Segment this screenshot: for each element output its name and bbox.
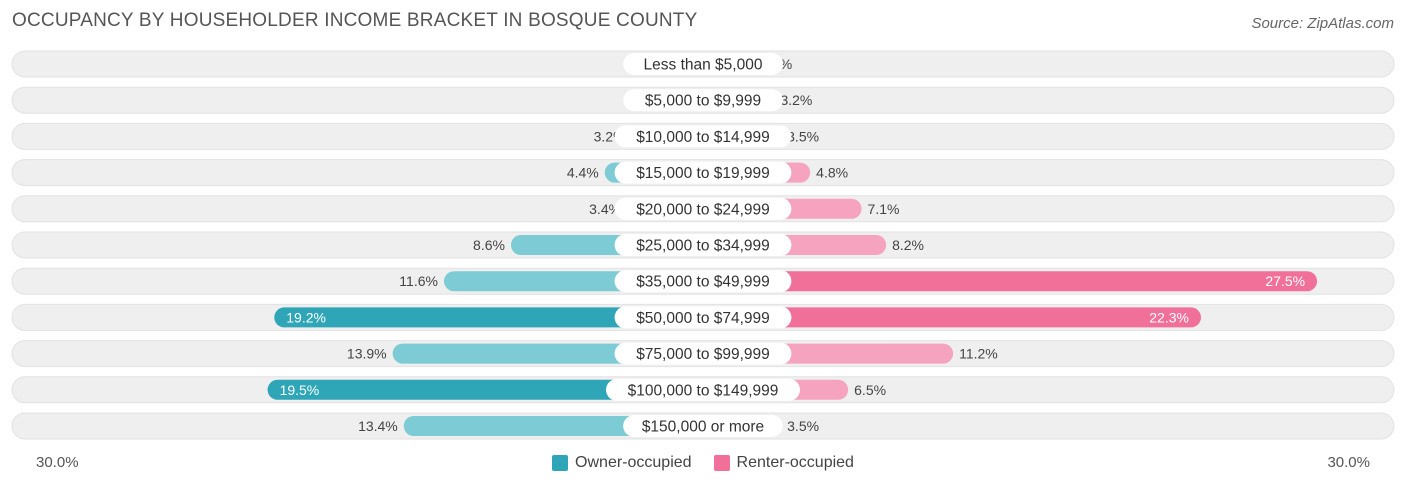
legend-item-owner: Owner-occupied [552,454,692,472]
category-label-bg [614,161,792,184]
owner-value-label: 3.4% [589,201,621,217]
renter-value-label: 3.5% [787,128,819,144]
renter-value-label: 3.2% [780,92,812,108]
category-label-bg [614,234,792,256]
renter-bar [703,307,1201,328]
category-label: $150,000 or more [642,419,764,436]
category-label-bg [614,306,792,329]
category-label: $75,000 to $99,999 [636,346,770,363]
category-label: $35,000 to $49,999 [636,274,770,291]
category-label: Less than $5,000 [644,57,763,74]
category-label-bg [623,89,783,112]
legend: Owner-occupied Renter-occupied [0,452,1406,474]
owner-value-label: 13.4% [358,418,398,434]
renter-bar [703,271,1318,292]
legend-swatch-owner [552,455,569,471]
legend-item-renter: Renter-occupied [713,454,854,472]
category-label-bg [606,378,800,401]
category-label: $20,000 to $24,999 [636,201,770,218]
category-label-bg [623,415,783,437]
category-label: $25,000 to $34,999 [636,238,770,255]
category-label: $15,000 to $19,999 [636,165,770,182]
legend-swatch-renter [713,455,730,471]
owner-value-label: 13.9% [347,346,387,362]
diverging-bar-chart: 1.6%2.3%Less than $5,0001.3%3.2%$5,000 t… [11,50,1395,440]
owner-value-label: 19.5% [280,382,320,398]
owner-value-label: 19.2% [286,309,326,325]
owner-value-label: 8.6% [473,237,505,253]
renter-value-label: 27.5% [1265,273,1305,289]
owner-bar [274,307,703,328]
renter-value-label: 3.5% [787,418,819,434]
owner-value-label: 4.4% [567,165,599,181]
category-label-bg [614,342,792,365]
axis-left-label: 30.0% [36,454,79,471]
chart-title: OCCUPANCY BY HOUSEHOLDER INCOME BRACKET … [12,10,698,31]
legend-label-owner: Owner-occupied [575,454,692,471]
category-label-bg [623,53,783,75]
axis-right-label: 30.0% [1327,454,1370,471]
renter-value-label: 8.2% [892,237,924,253]
category-label-bg [614,125,792,148]
owner-value-label: 11.6% [399,273,438,289]
category-label: $50,000 to $74,999 [636,310,770,327]
category-label: $5,000 to $9,999 [645,93,761,110]
category-label: $100,000 to $149,999 [628,382,779,399]
renter-value-label: 11.2% [959,346,998,362]
renter-value-label: 6.5% [854,382,886,398]
category-label-bg [614,197,792,220]
source-label: Source: ZipAtlas.com [1251,15,1394,32]
category-label: $10,000 to $14,999 [636,129,770,146]
category-label-bg [614,270,792,293]
renter-value-label: 4.8% [816,165,848,181]
renter-value-label: 22.3% [1149,309,1189,325]
legend-label-renter: Renter-occupied [736,454,854,471]
renter-value-label: 7.1% [868,201,900,217]
owner-bar [267,379,703,400]
